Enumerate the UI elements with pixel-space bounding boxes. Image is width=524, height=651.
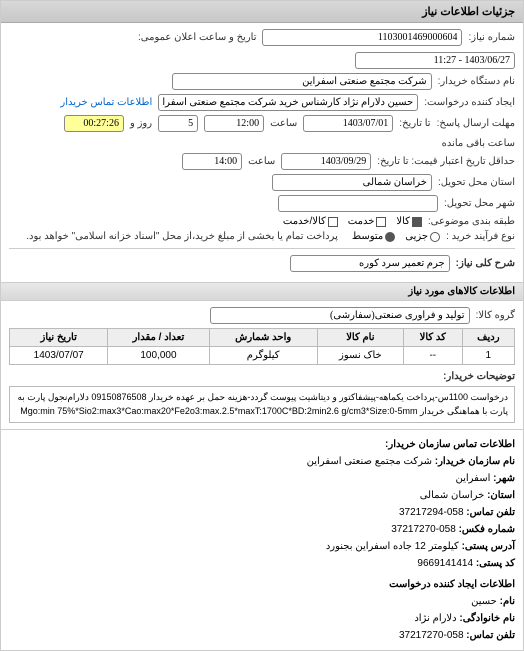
contact-shahr-label: شهر: bbox=[493, 473, 515, 484]
motevaset-label: متوسط bbox=[352, 231, 383, 242]
contact-heading: اطلاعات تماس سازمان خریدار: bbox=[385, 439, 515, 450]
kala-khadamat-label: کالا/خدمت bbox=[283, 216, 326, 227]
ostan-input[interactable] bbox=[272, 174, 432, 191]
nam-dastgah-input[interactable] bbox=[172, 73, 432, 90]
nam-label: نام: bbox=[500, 596, 515, 607]
gorooh-kala-label: گروه کالا: bbox=[476, 310, 515, 321]
ta-tarikh-input[interactable] bbox=[303, 115, 393, 132]
nam-sazman-label: نام سازمان خریدار: bbox=[435, 456, 515, 467]
motevaset-radio[interactable] bbox=[385, 232, 395, 242]
tozihat-box: درخواست 1100س-پرداخت یکماهه-پیشفاکتور و … bbox=[9, 386, 515, 423]
tarikh-elan-input[interactable] bbox=[355, 52, 515, 69]
contact-ostan-value: خراسان شمالی bbox=[420, 490, 485, 501]
table-header: نام کالا bbox=[317, 329, 403, 347]
tabaghe-label: طبقه بندی موضوعی: bbox=[428, 216, 515, 227]
ostan-label: استان محل تحویل: bbox=[438, 177, 515, 188]
table-cell: خاک نسوز bbox=[317, 347, 403, 365]
mohlat-ersal-label: مهلت ارسال پاسخ: bbox=[437, 118, 515, 129]
saat-input-1[interactable] bbox=[204, 115, 264, 132]
rooz-label: روز و bbox=[130, 118, 152, 129]
form-content: شماره نیاز: تاریخ و ساعت اعلان عمومی: نا… bbox=[1, 23, 523, 282]
table-row[interactable]: 1--خاک نسوزکیلوگرم100,0001403/07/07 bbox=[10, 347, 515, 365]
shahr-label: شهر محل تحویل: bbox=[444, 198, 515, 209]
address-label: آدرس پستی: bbox=[462, 541, 515, 552]
jozei-radio[interactable] bbox=[430, 232, 440, 242]
gorooh-kala-input[interactable] bbox=[210, 307, 470, 324]
kode-posti-label: کد پستی: bbox=[476, 558, 515, 569]
kala-checkbox[interactable] bbox=[412, 217, 422, 227]
rooz-input[interactable] bbox=[158, 115, 198, 132]
table-cell: 1 bbox=[462, 347, 514, 365]
saat-label-2: ساعت bbox=[248, 156, 275, 167]
hadaghal-tarikh-label: حداقل تاریخ اعتبار قیمت: تا تاریخ: bbox=[377, 156, 515, 167]
nam-khanevadegi-value: دلارام نژاد bbox=[414, 613, 456, 624]
contact-ostan-label: استان: bbox=[487, 490, 515, 501]
ijad-konande-label: ایجاد کننده درخواست: bbox=[424, 97, 515, 108]
tel-tamas-value: 058-37217294 bbox=[399, 507, 464, 518]
tel-tamas2-label: تلفن تماس: bbox=[466, 630, 515, 641]
contact-shahr-value: اسفراین bbox=[455, 473, 490, 484]
address-value: کیلومتر 12 جاده اسفراین بجنورد bbox=[326, 541, 459, 552]
ijad-konande-input[interactable] bbox=[158, 94, 418, 111]
titlebar: جزئیات اطلاعات نیاز bbox=[1, 1, 523, 23]
table-cell: کیلوگرم bbox=[209, 347, 317, 365]
noe-faraind-label: نوع فرآیند خرید : bbox=[446, 231, 515, 242]
tarikh-elan-label: تاریخ و ساعت اعلان عمومی: bbox=[138, 32, 257, 43]
table-header: ردیف bbox=[462, 329, 514, 347]
main-panel: جزئیات اطلاعات نیاز شماره نیاز: تاریخ و … bbox=[0, 0, 524, 651]
khadamat-checkbox[interactable] bbox=[376, 217, 386, 227]
table-header: واحد شمارش bbox=[209, 329, 317, 347]
table-header: تعداد / مقدار bbox=[108, 329, 209, 347]
tel-tamas2-value: 058-37217270 bbox=[399, 630, 464, 641]
sharh-koli-label: شرح کلی نیاز: bbox=[456, 258, 515, 269]
jozei-label: جزیی bbox=[405, 231, 428, 242]
table-cell: 1403/07/07 bbox=[10, 347, 108, 365]
shomare-faks-label: شماره فکس: bbox=[459, 524, 515, 535]
classification-group: کالا خدمت کالا/خدمت bbox=[283, 216, 422, 227]
etelaat-tamas-link[interactable]: اطلاعات تماس خریدار bbox=[60, 97, 152, 108]
goods-table: ردیفکد کالانام کالاواحد شمارشتعداد / مقد… bbox=[9, 328, 515, 365]
tel-tamas-label: تلفن تماس: bbox=[466, 507, 515, 518]
process-type-group: جزیی متوسط bbox=[352, 231, 440, 242]
shahr-input[interactable] bbox=[278, 195, 438, 212]
shomare-niaz-label: شماره نیاز: bbox=[468, 32, 515, 43]
hadaghal-saat-input[interactable] bbox=[182, 153, 242, 170]
kala-khadamat-checkbox[interactable] bbox=[328, 217, 338, 227]
table-cell: 100,000 bbox=[108, 347, 209, 365]
hadaghal-tarikh-input[interactable] bbox=[281, 153, 371, 170]
shomare-niaz-input[interactable] bbox=[262, 29, 462, 46]
khadamat-label: خدمت bbox=[348, 216, 375, 227]
kala-label: کالا bbox=[396, 216, 410, 227]
table-header: تاریخ نیاز bbox=[10, 329, 108, 347]
nam-khanevadegi-label: نام خانوادگی: bbox=[459, 613, 515, 624]
goods-section-title: اطلاعات کالاهای مورد نیاز bbox=[1, 282, 523, 301]
table-header: کد کالا bbox=[403, 329, 462, 347]
payment-note: پرداخت تمام یا بخشی از مبلغ خرید،از محل … bbox=[26, 231, 338, 242]
table-cell: -- bbox=[403, 347, 462, 365]
nam-sazman-value: شرکت مجتمع صنعتی اسفراین bbox=[307, 456, 432, 467]
tozihat-label: توضیحات خریدار: bbox=[443, 371, 515, 382]
ijad-heading: اطلاعات ایجاد کننده درخواست bbox=[389, 579, 515, 590]
countdown-input bbox=[64, 115, 124, 132]
saat-label-1: ساعت bbox=[270, 118, 297, 129]
nam-dastgah-label: نام دستگاه خریدار: bbox=[438, 76, 515, 87]
sharh-koli-input[interactable] bbox=[290, 255, 450, 272]
contact-block: اطلاعات تماس سازمان خریدار: نام سازمان خ… bbox=[1, 429, 523, 650]
shomare-faks-value: 058-37217270 bbox=[391, 524, 456, 535]
ta-tarikh-label: تا تاریخ: bbox=[399, 118, 430, 129]
baghi-mande-label: ساعت باقی مانده bbox=[442, 138, 515, 149]
kode-posti-value: 9669141414 bbox=[417, 558, 473, 569]
nam-value: حسین bbox=[471, 596, 497, 607]
